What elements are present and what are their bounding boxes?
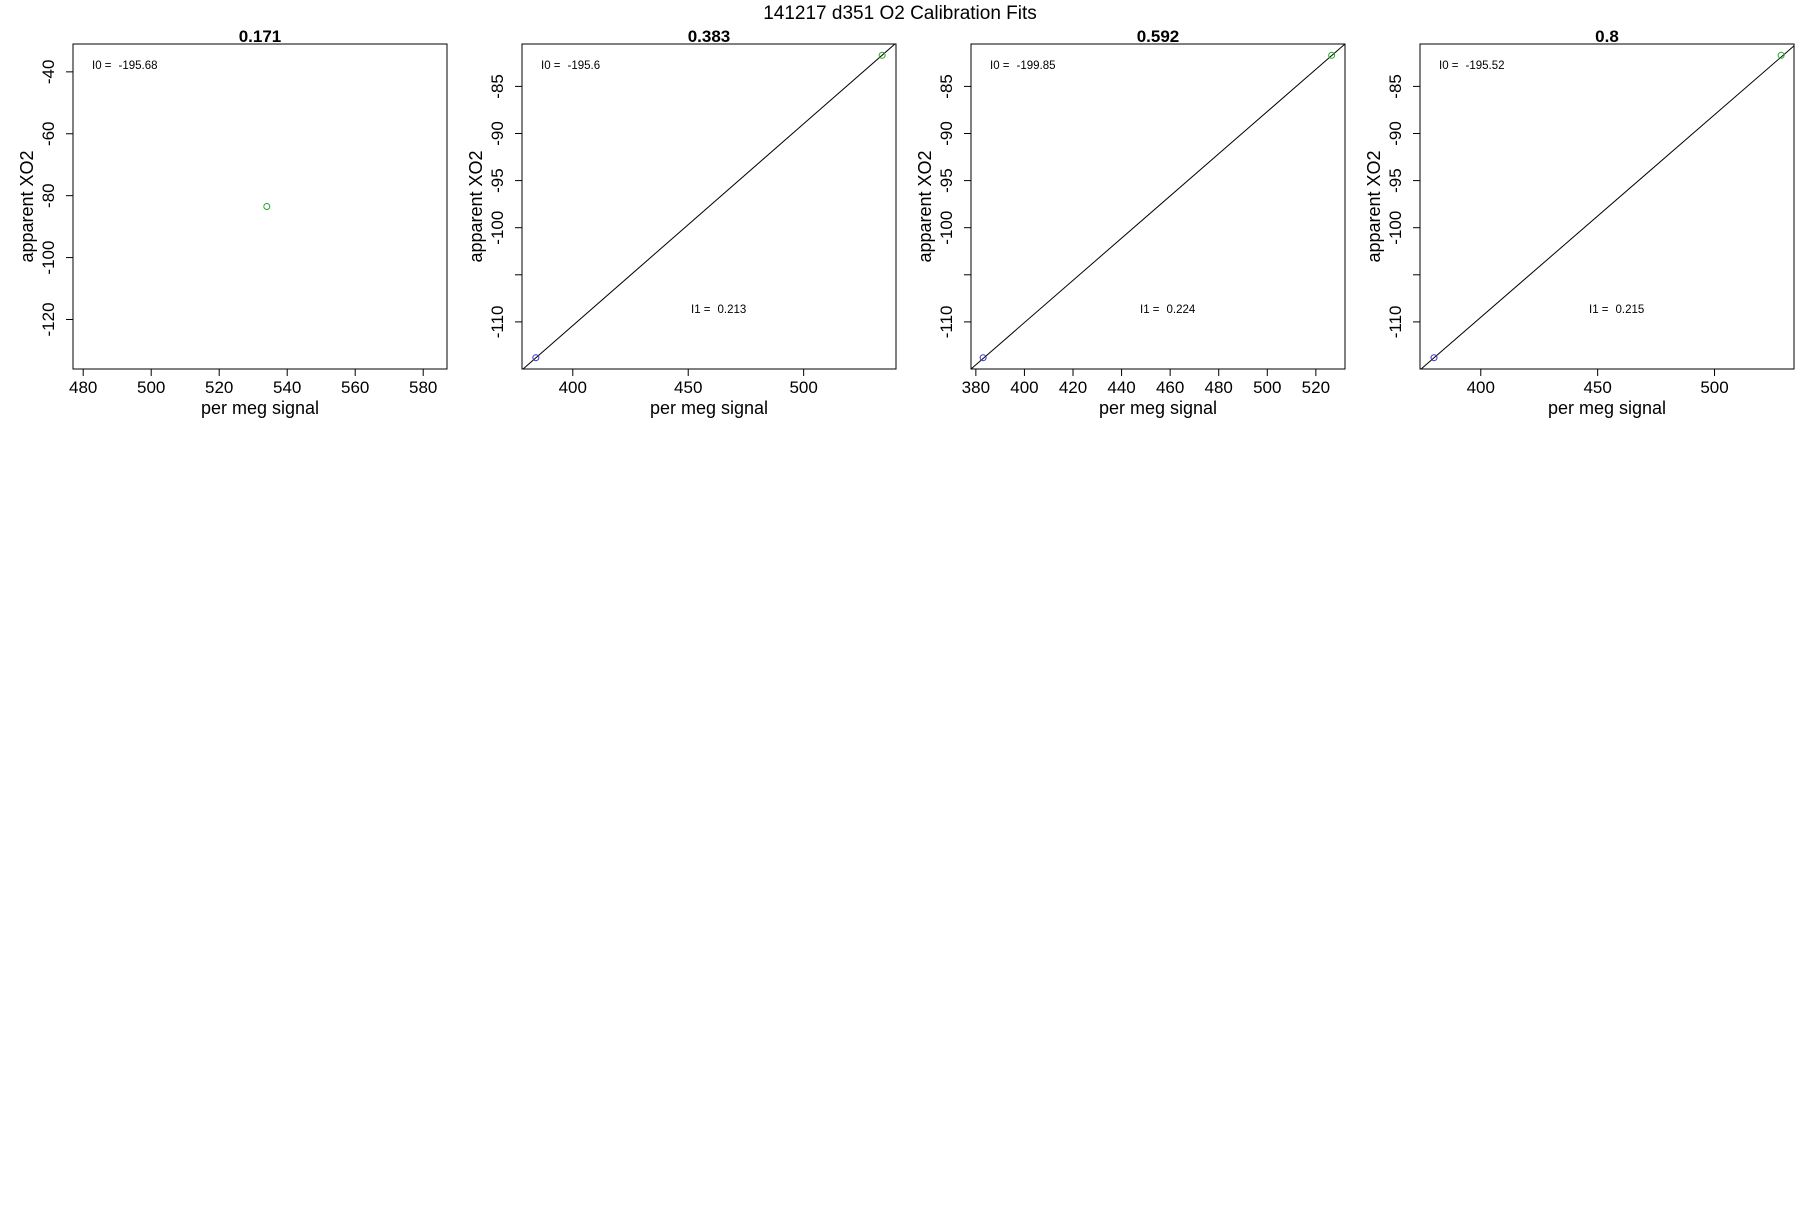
- x-tick-label: 540: [273, 378, 301, 397]
- y-tick-label: -90: [488, 121, 507, 146]
- x-tick-label: 560: [341, 378, 369, 397]
- x-tick-label: 380: [962, 378, 990, 397]
- x-axis-label: per meg signal: [650, 398, 768, 418]
- annotation-value: -199.85: [1017, 60, 1056, 72]
- x-tick-label: 450: [1583, 378, 1611, 397]
- panel-title: 0.171: [239, 27, 282, 46]
- annotation: I0 = -195.68: [92, 60, 158, 72]
- figure-title: 141217 d351 O2 Calibration Fits: [763, 3, 1037, 24]
- y-tick-label: -60: [39, 121, 58, 146]
- y-tick-label: -95: [1386, 168, 1405, 193]
- y-axis-label: apparent XO2: [466, 150, 486, 262]
- panel-1: 0.171 480 500 520 540 560 580 per meg signal -40…: [17, 27, 448, 418]
- x-axis-label: per meg signal: [201, 398, 319, 418]
- plot-frame: [521, 43, 897, 370]
- fit-line: [522, 44, 896, 369]
- x-axis-label: per meg signal: [1099, 398, 1217, 418]
- panel-title: 0.592: [1137, 27, 1180, 46]
- y-tick-label: -95: [488, 168, 507, 193]
- y-tick-label: -100: [1386, 211, 1405, 245]
- y-axis-label: apparent XO2: [1364, 150, 1384, 262]
- annotation-value: -195.68: [119, 60, 158, 72]
- y-tick-label: -110: [937, 306, 956, 339]
- x-tick-label: 500: [1253, 378, 1281, 397]
- data-layer: [522, 44, 896, 369]
- x-tick-label: 440: [1107, 378, 1135, 397]
- y-tick-label: -110: [1386, 306, 1405, 339]
- annotation-value: 0.213: [718, 304, 747, 316]
- annotation: I0 = -199.85: [990, 60, 1056, 72]
- data-point: [979, 354, 987, 362]
- y-tick-label: -40: [39, 60, 58, 85]
- annotation-value: -195.6: [568, 60, 601, 72]
- x-tick-label: 420: [1059, 378, 1087, 397]
- x-tick-label: 480: [69, 378, 97, 397]
- annotation-value: -195.52: [1466, 60, 1505, 72]
- x-tick-label: 500: [1700, 378, 1728, 397]
- data-layer: [263, 203, 271, 210]
- y-axis-label: apparent XO2: [915, 150, 935, 262]
- annotation-label: I0 =: [990, 60, 1010, 72]
- plot-frame: [970, 43, 1346, 370]
- annotation-label: I1 =: [1140, 304, 1160, 316]
- annotation: I1 = 0.224: [1140, 304, 1196, 316]
- y-tick-label: -90: [937, 121, 956, 146]
- annotation-value: 0.224: [1167, 304, 1196, 316]
- panel-3: 0.592 380 400 420 440 460 480 500 520 per meg sig…: [915, 27, 1346, 418]
- y-tick-label: -100: [39, 241, 58, 275]
- plot-frame: [72, 43, 448, 370]
- x-tick-label: 480: [1205, 378, 1233, 397]
- annotation-label: I1 =: [691, 304, 711, 316]
- x-tick-label: 450: [674, 378, 702, 397]
- annotation-label: I0 =: [541, 60, 561, 72]
- y-axis-label: apparent XO2: [17, 150, 37, 262]
- annotation-value: 0.215: [1616, 304, 1645, 316]
- x-tick-label: 400: [1010, 378, 1038, 397]
- x-tick-label: 460: [1156, 378, 1184, 397]
- annotation: I0 = -195.6: [541, 60, 600, 72]
- y-tick-label: -80: [39, 183, 58, 208]
- y-tick-label: -85: [937, 74, 956, 99]
- x-tick-label: 400: [1467, 378, 1495, 397]
- y-tick-label: -90: [1386, 121, 1405, 146]
- data-point: [263, 203, 271, 210]
- y-tick-label: -85: [1386, 74, 1405, 99]
- plot-frame: [1419, 43, 1795, 370]
- panel-4: 0.8 400 450 500 per meg signal -85 -90 -95 -100 -…: [1364, 27, 1795, 418]
- y-tick-label: -120: [39, 302, 58, 336]
- x-tick-label: 500: [789, 378, 817, 397]
- x-tick-label: 520: [205, 378, 233, 397]
- annotation-label: I0 =: [92, 60, 112, 72]
- data-point: [1777, 51, 1785, 59]
- data-point: [532, 354, 540, 362]
- annotation-label: I1 =: [1589, 304, 1609, 316]
- data-layer: [971, 44, 1345, 369]
- annotation: I1 = 0.213: [691, 304, 746, 316]
- y-tick-label: -110: [488, 306, 507, 339]
- panels: 0.171 480 500 520 540 560 580 per meg signal -40…: [17, 27, 1795, 418]
- data-point: [1430, 354, 1438, 362]
- y-tick-label: -85: [488, 74, 507, 99]
- data-point: [1328, 51, 1336, 59]
- fit-line: [971, 44, 1345, 369]
- panel-2: 0.383 400 450 500 per meg signal -85 -90 -95 -10…: [466, 27, 897, 418]
- panel-title: 0.8: [1595, 27, 1619, 46]
- x-tick-label: 520: [1302, 378, 1330, 397]
- x-axis-label: per meg signal: [1548, 398, 1666, 418]
- annotation-label: I0 =: [1439, 60, 1459, 72]
- data-point: [878, 51, 886, 59]
- data-layer: [1420, 45, 1794, 369]
- annotation: I1 = 0.215: [1589, 304, 1644, 316]
- x-tick-label: 400: [559, 378, 587, 397]
- fit-line: [1420, 45, 1794, 369]
- y-tick-label: -100: [488, 211, 507, 245]
- panel-title: 0.383: [688, 27, 731, 46]
- annotation: I0 = -195.52: [1439, 60, 1505, 72]
- y-tick-label: -100: [937, 211, 956, 245]
- x-tick-label: 500: [137, 378, 165, 397]
- y-tick-label: -95: [937, 168, 956, 193]
- x-tick-label: 580: [409, 378, 437, 397]
